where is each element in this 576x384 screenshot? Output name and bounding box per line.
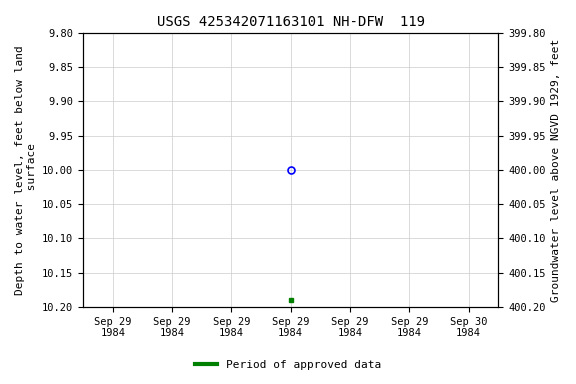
Legend: Period of approved data: Period of approved data <box>191 356 385 375</box>
Y-axis label: Groundwater level above NGVD 1929, feet: Groundwater level above NGVD 1929, feet <box>551 38 561 301</box>
Title: USGS 425342071163101 NH-DFW  119: USGS 425342071163101 NH-DFW 119 <box>157 15 425 29</box>
Y-axis label: Depth to water level, feet below land
 surface: Depth to water level, feet below land su… <box>15 45 37 295</box>
